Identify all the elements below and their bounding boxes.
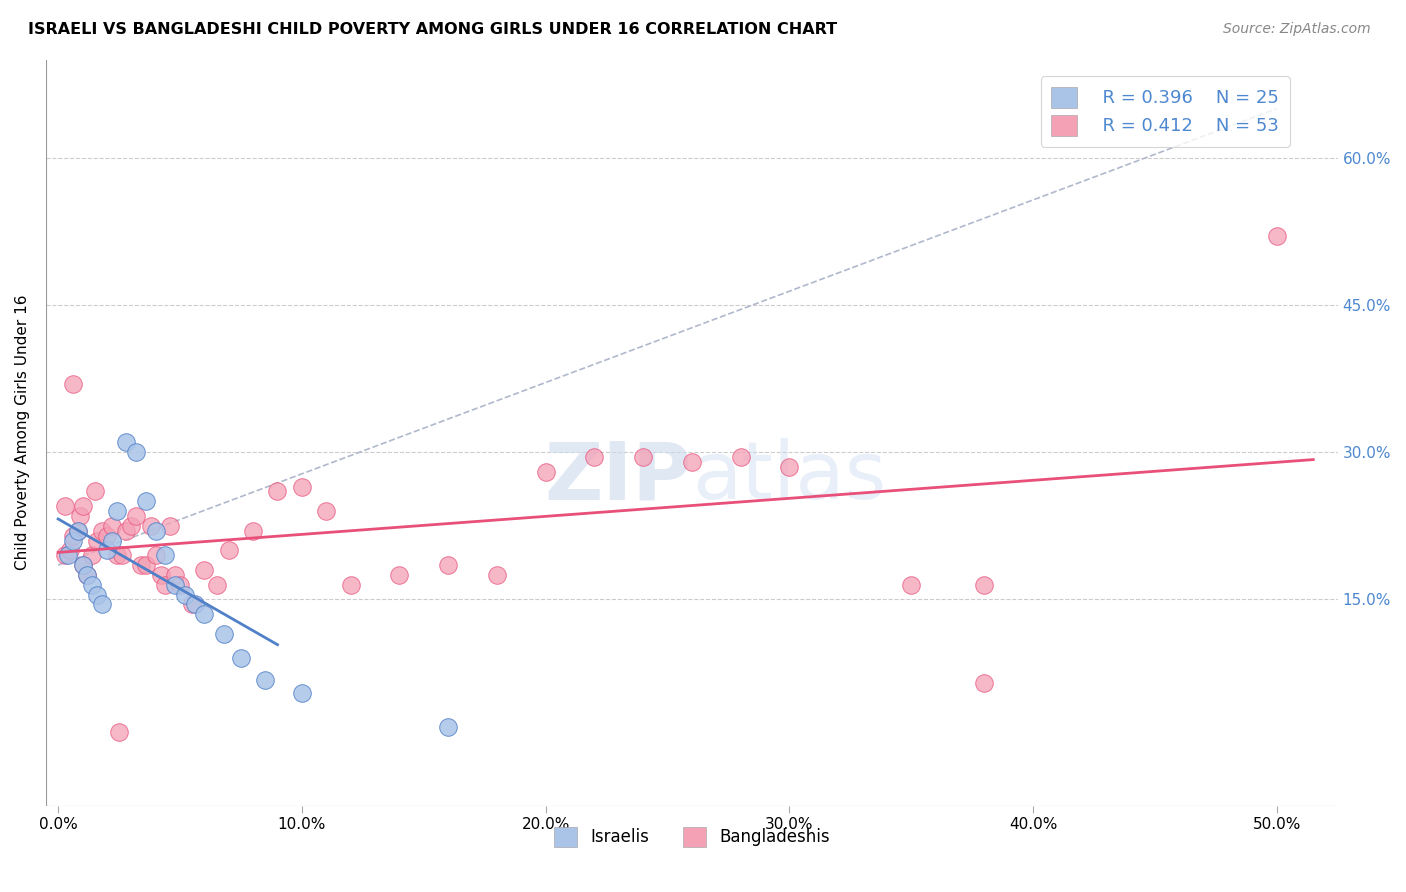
Point — [56, 549, 79, 563]
Point — [437, 558, 460, 573]
Point — [973, 578, 995, 592]
Text: ISRAELI VS BANGLADESHI CHILD POVERTY AMONG GIRLS UNDER 16 CORRELATION CHART: ISRAELI VS BANGLADESHI CHILD POVERTY AMO… — [28, 22, 837, 37]
Point — [125, 445, 148, 459]
Point — [62, 533, 84, 548]
Point — [86, 533, 108, 548]
Point — [437, 720, 460, 734]
Point — [218, 543, 240, 558]
Point — [266, 484, 288, 499]
Point — [631, 450, 654, 464]
Point — [91, 524, 114, 538]
Point — [62, 376, 84, 391]
Point — [66, 524, 89, 538]
Point — [62, 529, 84, 543]
Text: Source: ZipAtlas.com: Source: ZipAtlas.com — [1223, 22, 1371, 37]
Point — [165, 568, 187, 582]
Point — [115, 524, 138, 538]
Point — [100, 533, 122, 548]
Point — [973, 676, 995, 690]
Point — [485, 568, 508, 582]
Point — [155, 578, 177, 592]
Point — [135, 558, 157, 573]
Point — [96, 529, 118, 543]
Point — [139, 519, 162, 533]
Point — [120, 519, 142, 533]
Point — [254, 673, 277, 687]
Point — [66, 524, 89, 538]
Point — [291, 479, 314, 493]
Point — [59, 543, 82, 558]
Point — [145, 549, 167, 563]
Point — [96, 543, 118, 558]
Point — [193, 607, 215, 622]
Point — [72, 500, 94, 514]
Point — [155, 549, 177, 563]
Point — [110, 549, 132, 563]
Point — [105, 549, 128, 563]
Point — [105, 504, 128, 518]
Point — [100, 519, 122, 533]
Point — [169, 578, 191, 592]
Point — [291, 686, 314, 700]
Point — [165, 578, 187, 592]
Point — [229, 651, 252, 665]
Point — [82, 578, 104, 592]
Point — [205, 578, 228, 592]
Point — [108, 725, 131, 739]
Point — [76, 568, 98, 582]
Point — [55, 549, 77, 563]
Point — [55, 500, 77, 514]
Point — [212, 627, 235, 641]
Point — [778, 459, 800, 474]
Point — [681, 455, 703, 469]
Point — [135, 494, 157, 508]
Point — [173, 588, 195, 602]
Point — [534, 465, 557, 479]
Point — [82, 549, 104, 563]
Point — [181, 598, 204, 612]
Point — [91, 598, 114, 612]
Point — [242, 524, 264, 538]
Point — [388, 568, 411, 582]
Text: ZIP: ZIP — [544, 438, 692, 516]
Point — [149, 568, 172, 582]
Point — [72, 558, 94, 573]
Point — [900, 578, 922, 592]
Point — [315, 504, 337, 518]
Point — [115, 435, 138, 450]
Text: atlas: atlas — [692, 438, 886, 516]
Point — [76, 568, 98, 582]
Legend:   R = 0.396    N = 25,   R = 0.412    N = 53: R = 0.396 N = 25, R = 0.412 N = 53 — [1040, 76, 1289, 146]
Point — [72, 558, 94, 573]
Point — [193, 563, 215, 577]
Point — [1265, 229, 1288, 244]
Point — [183, 598, 205, 612]
Point — [339, 578, 361, 592]
Point — [159, 519, 181, 533]
Point — [129, 558, 152, 573]
Point — [125, 509, 148, 524]
Point — [86, 588, 108, 602]
Point — [583, 450, 606, 464]
Point — [69, 509, 91, 524]
Point — [145, 524, 167, 538]
Point — [730, 450, 752, 464]
Point — [83, 484, 105, 499]
Y-axis label: Child Poverty Among Girls Under 16: Child Poverty Among Girls Under 16 — [15, 295, 30, 570]
